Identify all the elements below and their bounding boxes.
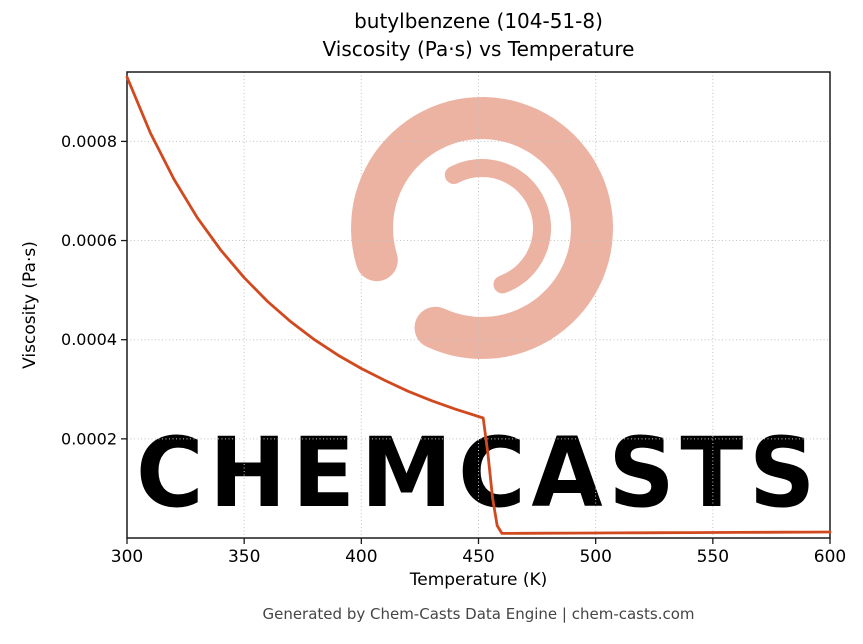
y-tick-label: 0.0008 xyxy=(61,132,117,151)
x-tick-label: 350 xyxy=(228,547,260,567)
attribution-text: Generated by Chem-Casts Data Engine | ch… xyxy=(262,605,695,623)
watermark-logo-inner-icon xyxy=(444,158,551,294)
x-tick-label: 300 xyxy=(111,547,143,567)
watermark-text: CHEMCASTS xyxy=(136,417,821,529)
y-tick-label: 0.0004 xyxy=(61,330,117,349)
series-line-viscosity xyxy=(125,75,832,535)
x-tick-label: 550 xyxy=(697,547,729,567)
x-tick-label: 400 xyxy=(345,547,377,567)
chart-title: butylbenzene (104-51-8) xyxy=(354,9,603,33)
watermark-logo-icon xyxy=(350,96,614,360)
y-tick-label: 0.0002 xyxy=(61,429,117,448)
x-tick-label: 600 xyxy=(814,547,846,567)
y-tick-label: 0.0006 xyxy=(61,231,117,250)
x-axis-label: Temperature (K) xyxy=(409,570,548,590)
y-axis-label: Viscosity (Pa·s) xyxy=(20,241,40,369)
x-tick-label: 450 xyxy=(462,547,494,567)
chart-subtitle: Viscosity (Pa·s) vs Temperature xyxy=(322,37,635,61)
x-tick-label: 500 xyxy=(579,547,611,567)
watermark: CHEMCASTS xyxy=(136,96,821,529)
